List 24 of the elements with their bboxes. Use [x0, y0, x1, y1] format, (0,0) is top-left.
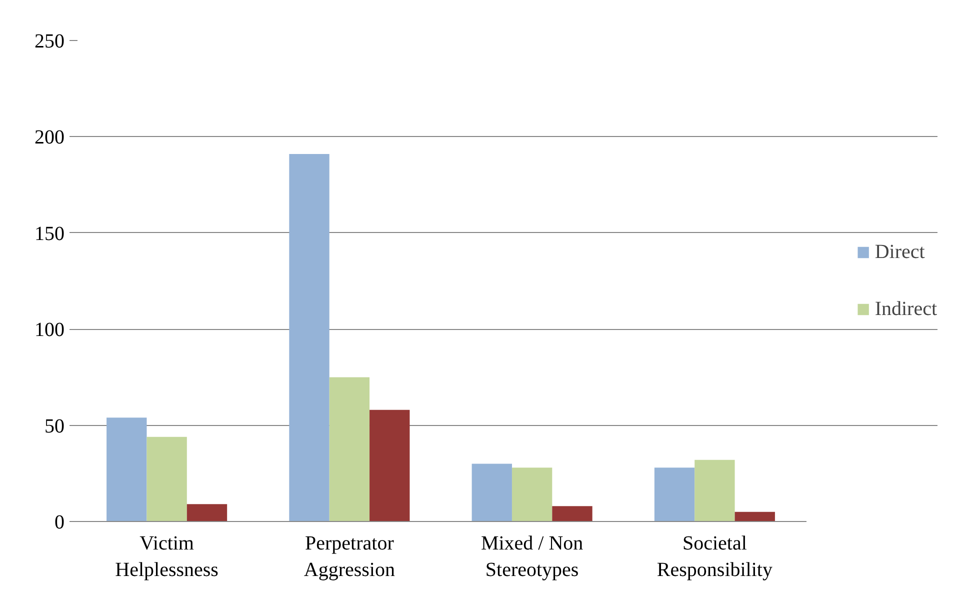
bar [146, 436, 187, 522]
bar [654, 468, 695, 522]
y-tick-label: 200 [34, 126, 64, 149]
legend-label: Indirect [874, 298, 937, 320]
bar [106, 418, 147, 522]
x-tick-label: Victim Helplessness [115, 532, 219, 581]
bar [472, 464, 512, 522]
y-tick-label: 150 [34, 222, 64, 245]
y-tick-label: 0 [54, 512, 64, 534]
legend-label: Direct [874, 240, 925, 264]
bar [512, 468, 552, 522]
bar [694, 460, 735, 522]
bar [186, 504, 228, 522]
bar [734, 512, 775, 522]
bar [552, 506, 592, 522]
y-tick-label: 100 [34, 319, 64, 342]
y-tick-label: 50 [44, 415, 64, 438]
bar [370, 410, 410, 522]
x-tick-label: Perpetrator Aggression [304, 532, 395, 581]
x-tick-label: Mixed / Non Stereotypes [480, 532, 584, 581]
x-tick-label: Societal Responsibility [656, 532, 772, 581]
y-tick-label: 250 [34, 30, 64, 52]
bar [329, 377, 370, 522]
bar [289, 154, 330, 522]
